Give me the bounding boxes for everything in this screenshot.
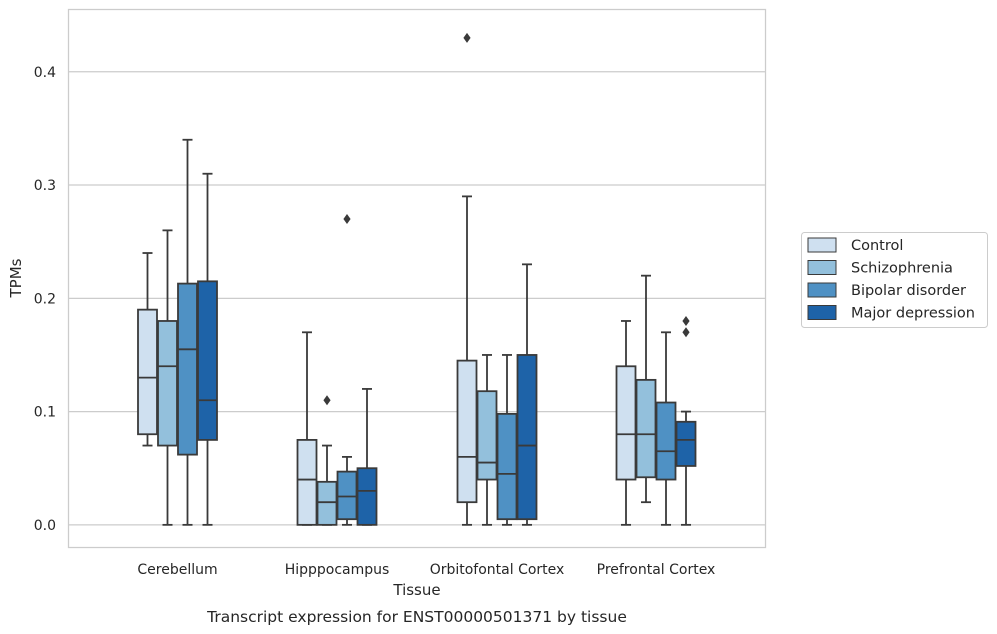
iqr-box (336, 470, 358, 521)
outlier-point (463, 32, 471, 43)
box-major-depression (675, 315, 697, 526)
x-tick-label: Orbitofontal Cortex (430, 562, 565, 578)
iqr-box (655, 401, 677, 481)
legend-label: Control (851, 238, 903, 254)
box-layer (137, 32, 697, 526)
box-schizophrenia (316, 395, 338, 526)
x-tick-label: Hipppocampus (285, 562, 390, 578)
outlier-point (323, 395, 331, 406)
iqr-box (456, 359, 478, 504)
outlier-point (343, 214, 351, 225)
x-tick-label: Cerebellum (137, 562, 217, 578)
y-tick-label: 0.0 (34, 518, 56, 534)
box-control (456, 32, 478, 526)
iqr-box (476, 390, 498, 481)
box-control (296, 331, 318, 526)
legend-label: Bipolar disorder (851, 283, 966, 299)
legend: Control Schizophrenia Bipolar disorder Majo… (801, 232, 988, 328)
legend-label: Major depression (851, 306, 975, 322)
box-bipolar-disorder (336, 214, 358, 526)
x-tick-label: Prefrontal Cortex (597, 562, 716, 578)
box-major-depression (356, 388, 378, 526)
iqr-box (675, 420, 697, 467)
legend-swatch (807, 260, 837, 275)
iqr-box (496, 412, 518, 521)
box-control (137, 252, 158, 447)
iqr-box (516, 354, 538, 521)
iqr-box (615, 365, 637, 481)
outlier-point (682, 315, 690, 326)
iqr-box (177, 282, 198, 456)
box-schizophrenia (476, 354, 498, 526)
y-tick-label: 0.3 (34, 178, 56, 194)
box-bipolar-disorder (655, 331, 677, 526)
iqr-box (296, 438, 318, 526)
x-axis-label: Tissue (392, 581, 440, 599)
y-tick-label: 0.2 (34, 291, 56, 307)
legend-swatch (807, 305, 837, 320)
legend-entries: Control Schizophrenia Bipolar disorder Majo… (807, 237, 975, 322)
iqr-box (137, 308, 158, 436)
y-tick-label: 0.1 (34, 405, 56, 421)
iqr-box (316, 480, 338, 526)
box-bipolar-disorder (496, 354, 518, 526)
iqr-box (635, 378, 657, 479)
legend-label: Schizophrenia (851, 261, 953, 277)
chart-caption: Transcript expression for ENST0000050137… (206, 608, 627, 626)
box-major-depression (197, 172, 218, 526)
legend-frame (801, 232, 988, 328)
box-bipolar-disorder (177, 138, 198, 526)
y-axis-label: TPMs (7, 258, 25, 298)
legend-swatch (807, 237, 837, 253)
box-major-depression (516, 263, 538, 526)
iqr-box (197, 280, 218, 441)
y-tick-labels: 0.0 0.1 0.2 0.3 0.4 (34, 65, 56, 534)
box-schizophrenia (157, 229, 178, 526)
box-schizophrenia (635, 274, 657, 504)
plot-frame (67, 8, 767, 549)
iqr-box (157, 320, 178, 447)
outlier-point (682, 327, 690, 338)
box-control (615, 320, 637, 526)
y-tick-label: 0.4 (34, 65, 56, 81)
x-tick-labels: Cerebellum Hipppocampus Orbitofontal Corte… (137, 562, 715, 578)
iqr-box (356, 467, 378, 526)
legend-swatch (807, 282, 837, 298)
